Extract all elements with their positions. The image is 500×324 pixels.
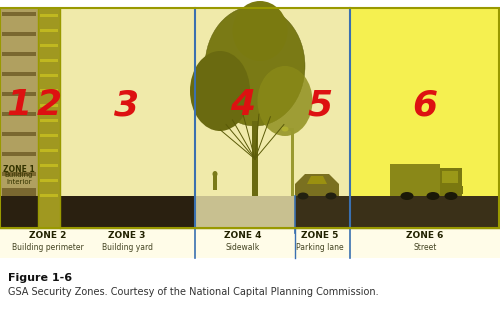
Ellipse shape [282, 126, 288, 132]
Bar [40, 134, 58, 137]
Bar [2, 132, 36, 136]
Text: Interior: Interior [6, 179, 32, 185]
Bar [0, 196, 500, 228]
Ellipse shape [326, 192, 336, 200]
Text: 4: 4 [230, 88, 256, 122]
Ellipse shape [258, 66, 312, 136]
Text: 6: 6 [412, 88, 438, 122]
Ellipse shape [205, 6, 305, 126]
Bar [350, 8, 500, 228]
Bar [350, 8, 500, 228]
Ellipse shape [298, 192, 308, 200]
Ellipse shape [426, 192, 440, 200]
Ellipse shape [190, 51, 250, 131]
Bar [458, 186, 463, 194]
Bar [2, 188, 36, 196]
Bar [2, 12, 36, 16]
Bar [40, 119, 58, 122]
Bar [2, 112, 36, 116]
Bar [291, 128, 294, 196]
Text: ZONE 2: ZONE 2 [30, 232, 66, 240]
Bar [295, 196, 500, 228]
Bar [213, 174, 217, 190]
Bar [252, 121, 258, 196]
Bar [390, 164, 440, 196]
Text: ZONE 4: ZONE 4 [224, 232, 262, 240]
Bar [40, 44, 58, 47]
Bar [2, 72, 36, 76]
Bar [2, 52, 36, 56]
Bar [0, 228, 500, 258]
Text: GSA Security Zones. Courtesy of the National Capital Planning Commission.: GSA Security Zones. Courtesy of the Nati… [8, 287, 378, 297]
Bar [2, 172, 36, 176]
Bar [40, 59, 58, 62]
Bar [40, 149, 58, 152]
Bar [0, 8, 499, 228]
Bar [0, 264, 500, 324]
Ellipse shape [212, 171, 218, 177]
Bar [2, 92, 36, 96]
Text: Parking lane: Parking lane [296, 244, 344, 252]
Text: Street: Street [414, 244, 436, 252]
Polygon shape [295, 174, 339, 196]
Polygon shape [307, 176, 327, 184]
Bar [40, 89, 58, 92]
Text: Building yard: Building yard [102, 244, 152, 252]
Bar [40, 14, 58, 17]
Bar [40, 194, 58, 197]
Ellipse shape [232, 1, 287, 61]
Ellipse shape [400, 192, 413, 200]
Bar [2, 152, 36, 156]
Ellipse shape [444, 192, 458, 200]
Bar [195, 8, 295, 228]
Bar [295, 8, 350, 228]
Text: ZONE 3: ZONE 3 [108, 232, 146, 240]
Text: ZONE 1: ZONE 1 [3, 165, 35, 174]
Bar [440, 168, 462, 196]
Bar [2, 192, 36, 196]
Bar [40, 104, 58, 107]
Bar [40, 164, 58, 167]
Bar [195, 196, 295, 228]
Text: 1: 1 [6, 88, 32, 122]
Bar [40, 29, 58, 32]
Text: 5: 5 [308, 88, 332, 122]
Bar [0, 8, 38, 228]
Bar [40, 179, 58, 182]
Text: 3: 3 [114, 88, 140, 122]
Bar [2, 32, 36, 36]
Text: 2: 2 [36, 88, 62, 122]
Text: ZONE 6: ZONE 6 [406, 232, 444, 240]
Bar [40, 74, 58, 77]
Text: Building: Building [5, 172, 33, 178]
Bar [38, 8, 60, 228]
Bar [60, 8, 195, 228]
Text: Sidewalk: Sidewalk [226, 244, 260, 252]
Text: ZONE 5: ZONE 5 [302, 232, 339, 240]
Text: Building perimeter: Building perimeter [12, 244, 84, 252]
Text: Figure 1-6: Figure 1-6 [8, 273, 72, 283]
Bar [38, 8, 60, 228]
Bar [285, 128, 293, 131]
Bar [442, 171, 458, 183]
